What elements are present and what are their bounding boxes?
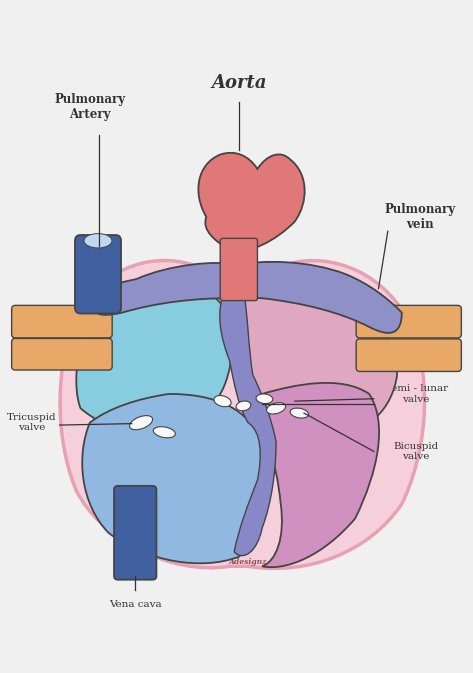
PathPatch shape <box>220 289 276 556</box>
FancyBboxPatch shape <box>356 306 461 338</box>
Text: Aorta: Aorta <box>211 74 267 92</box>
PathPatch shape <box>248 383 379 567</box>
Text: Vena cava: Vena cava <box>109 600 162 609</box>
Text: Pulmonary
vein: Pulmonary vein <box>385 203 456 231</box>
Text: Left
Atrium: Left Atrium <box>304 350 342 371</box>
Text: Right
Atrium: Right Atrium <box>127 335 165 357</box>
PathPatch shape <box>198 153 305 251</box>
Ellipse shape <box>290 408 308 418</box>
Text: Tricuspid
valve: Tricuspid valve <box>7 413 56 432</box>
Text: Left
ventricle: Left ventricle <box>284 469 333 491</box>
Ellipse shape <box>130 416 153 430</box>
Ellipse shape <box>236 401 251 411</box>
PathPatch shape <box>82 394 264 563</box>
PathPatch shape <box>237 262 402 333</box>
Ellipse shape <box>256 394 273 404</box>
PathPatch shape <box>90 263 241 315</box>
Ellipse shape <box>266 402 286 414</box>
Text: Pulmonary
Artery: Pulmonary Artery <box>54 93 125 120</box>
PathPatch shape <box>236 278 397 437</box>
FancyBboxPatch shape <box>12 306 112 338</box>
FancyBboxPatch shape <box>114 486 157 579</box>
Text: Right
Ventricle: Right Ventricle <box>144 479 193 501</box>
Ellipse shape <box>214 396 231 406</box>
FancyBboxPatch shape <box>220 238 257 301</box>
Ellipse shape <box>153 427 175 438</box>
Text: Semi - lunar
valve: Semi - lunar valve <box>384 384 448 404</box>
FancyBboxPatch shape <box>75 235 121 314</box>
FancyBboxPatch shape <box>356 339 461 371</box>
FancyBboxPatch shape <box>12 339 112 370</box>
Ellipse shape <box>84 234 112 248</box>
Text: Bicuspid
valve: Bicuspid valve <box>393 441 438 461</box>
Text: Adesignz: Adesignz <box>229 557 267 565</box>
PathPatch shape <box>60 260 425 569</box>
PathPatch shape <box>76 284 233 437</box>
